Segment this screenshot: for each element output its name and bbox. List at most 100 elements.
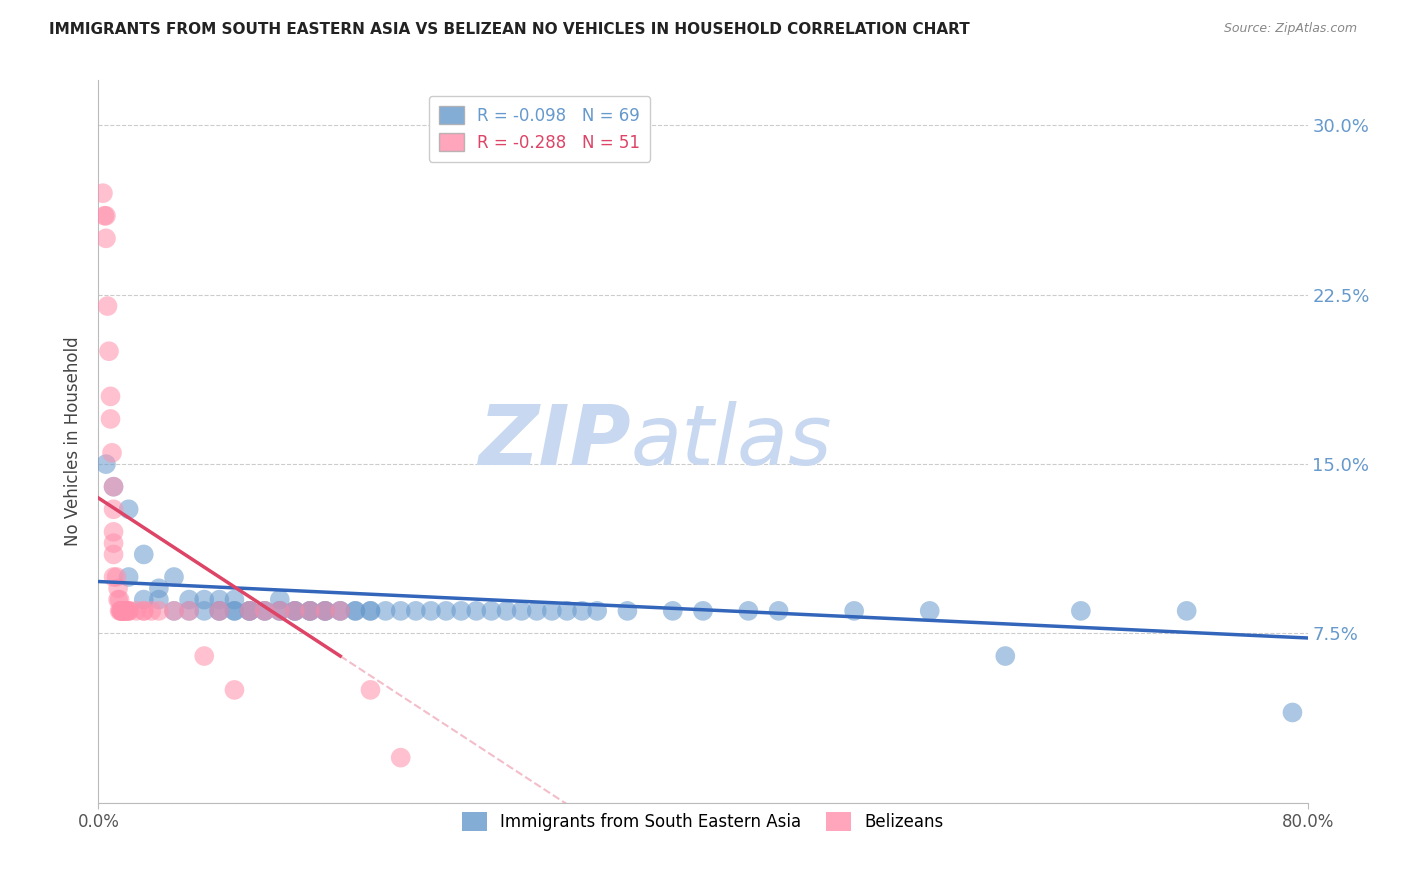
Point	[193, 604, 215, 618]
Point	[103, 480, 125, 494]
Point	[208, 604, 231, 618]
Point	[108, 592, 131, 607]
Point	[179, 604, 201, 618]
Point	[329, 604, 352, 618]
Point	[299, 604, 322, 618]
Point	[179, 604, 201, 618]
Point	[239, 604, 262, 618]
Point	[253, 604, 276, 618]
Point	[108, 604, 131, 618]
Point	[96, 299, 118, 313]
Point	[224, 682, 246, 697]
Point	[465, 604, 488, 618]
Point	[132, 548, 155, 562]
Point	[269, 592, 291, 607]
Point	[163, 604, 186, 618]
Point	[239, 604, 262, 618]
Point	[344, 604, 367, 618]
Point	[118, 502, 141, 516]
Point	[299, 604, 322, 618]
Point	[112, 604, 135, 618]
Y-axis label: No Vehicles in Household: No Vehicles in Household	[65, 336, 83, 547]
Point	[269, 604, 291, 618]
Point	[141, 604, 163, 618]
Point	[132, 604, 155, 618]
Point	[103, 570, 125, 584]
Point	[118, 604, 141, 618]
Point	[994, 648, 1017, 663]
Point	[269, 604, 291, 618]
Point	[555, 604, 578, 618]
Point	[1070, 604, 1092, 618]
Point	[299, 604, 322, 618]
Point	[224, 604, 246, 618]
Point	[360, 604, 382, 618]
Point	[163, 570, 186, 584]
Point	[844, 604, 866, 618]
Point	[918, 604, 941, 618]
Point	[94, 209, 117, 223]
Text: atlas: atlas	[630, 401, 832, 482]
Point	[389, 750, 412, 764]
Point	[132, 592, 155, 607]
Point	[208, 604, 231, 618]
Point	[208, 592, 231, 607]
Point	[389, 604, 412, 618]
Point	[405, 604, 427, 618]
Point	[193, 592, 215, 607]
Point	[103, 548, 125, 562]
Point	[118, 604, 141, 618]
Text: IMMIGRANTS FROM SOUTH EASTERN ASIA VS BELIZEAN NO VEHICLES IN HOUSEHOLD CORRELAT: IMMIGRANTS FROM SOUTH EASTERN ASIA VS BE…	[49, 22, 970, 37]
Point	[269, 604, 291, 618]
Point	[100, 389, 122, 403]
Point	[94, 231, 117, 245]
Point	[132, 604, 155, 618]
Point	[110, 604, 132, 618]
Point	[110, 604, 132, 618]
Point	[284, 604, 307, 618]
Point	[105, 570, 128, 584]
Text: ZIP: ZIP	[478, 401, 630, 482]
Point	[91, 186, 114, 201]
Point	[526, 604, 548, 618]
Point	[208, 604, 231, 618]
Point	[374, 604, 396, 618]
Point	[495, 604, 517, 618]
Point	[616, 604, 638, 618]
Point	[224, 604, 246, 618]
Point	[253, 604, 276, 618]
Point	[118, 604, 141, 618]
Point	[107, 582, 129, 596]
Point	[111, 604, 134, 618]
Point	[314, 604, 336, 618]
Point	[692, 604, 714, 618]
Point	[540, 604, 562, 618]
Point	[661, 604, 683, 618]
Point	[148, 604, 170, 618]
Point	[125, 604, 148, 618]
Point	[93, 209, 115, 223]
Point	[110, 604, 132, 618]
Point	[103, 502, 125, 516]
Point	[420, 604, 443, 618]
Point	[103, 524, 125, 539]
Point	[284, 604, 307, 618]
Point	[360, 682, 382, 697]
Point	[111, 604, 134, 618]
Legend: Immigrants from South Eastern Asia, Belizeans: Immigrants from South Eastern Asia, Beli…	[456, 805, 950, 838]
Point	[284, 604, 307, 618]
Point	[329, 604, 352, 618]
Point	[314, 604, 336, 618]
Point	[481, 604, 503, 618]
Point	[314, 604, 336, 618]
Point	[329, 604, 352, 618]
Point	[1281, 706, 1303, 720]
Point	[179, 592, 201, 607]
Point	[114, 604, 136, 618]
Point	[98, 344, 121, 359]
Point	[1175, 604, 1198, 618]
Point	[284, 604, 307, 618]
Point	[360, 604, 382, 618]
Text: Source: ZipAtlas.com: Source: ZipAtlas.com	[1223, 22, 1357, 36]
Point	[112, 604, 135, 618]
